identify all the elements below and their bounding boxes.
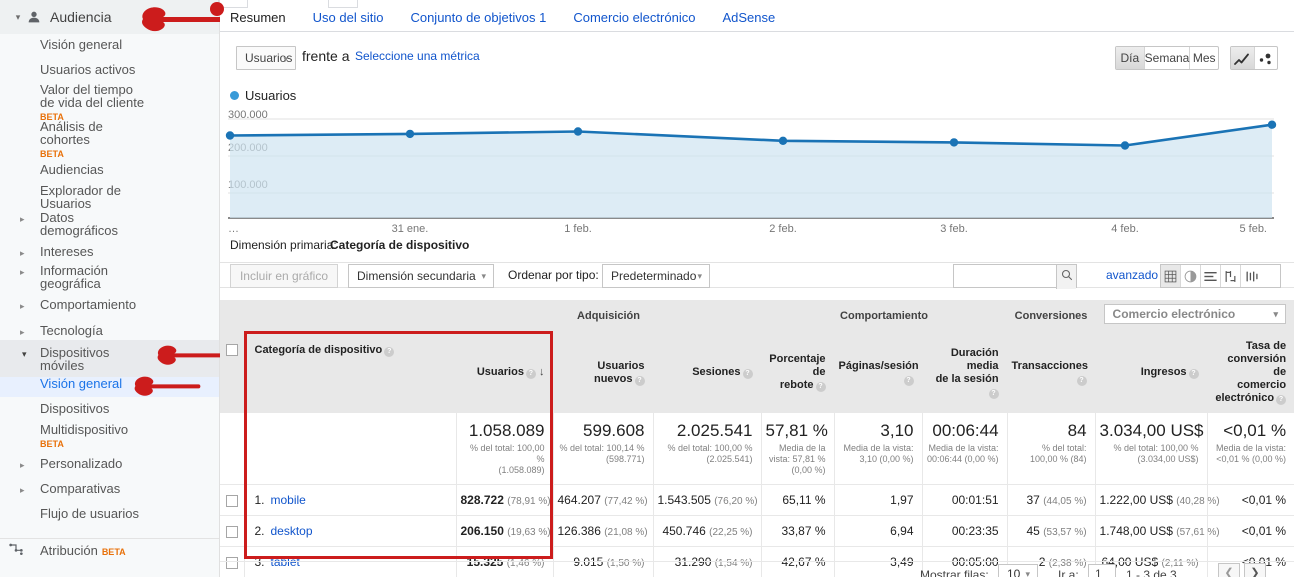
svg-text:5 feb.: 5 feb. — [1239, 223, 1267, 235]
svg-text:300.000: 300.000 — [228, 109, 268, 121]
svg-text:3 feb.: 3 feb. — [940, 223, 968, 235]
svg-text:4 feb.: 4 feb. — [1111, 223, 1139, 235]
svg-text:1 feb.: 1 feb. — [564, 223, 592, 235]
svg-text:2 feb.: 2 feb. — [769, 223, 797, 235]
svg-text:31 ene.: 31 ene. — [392, 223, 429, 235]
svg-text:…: … — [228, 223, 239, 235]
